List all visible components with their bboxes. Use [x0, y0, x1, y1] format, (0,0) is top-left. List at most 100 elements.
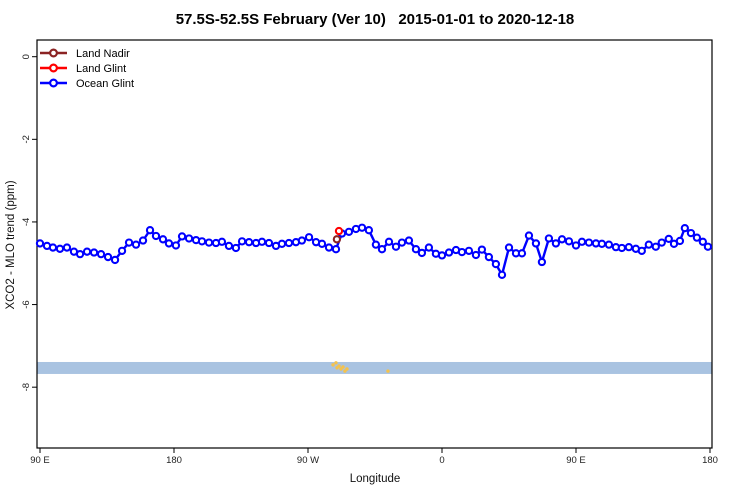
ocean-glint-point [75, 250, 85, 259]
ocean-glint-point [698, 237, 708, 246]
ocean-glint-point [48, 243, 58, 252]
ocean-glint-point [531, 239, 541, 248]
ocean-glint-point [686, 228, 696, 238]
ocean-glint-point [657, 238, 666, 247]
ocean-glint-point [680, 223, 689, 233]
ocean-glint-point [471, 250, 481, 260]
ocean-glint-point [397, 238, 407, 247]
ocean-glint-point [317, 239, 327, 248]
ocean-glint-point [411, 245, 421, 254]
ocean-glint-point [557, 235, 567, 244]
ocean-glint-point [331, 245, 341, 254]
x-tick-label: 90 E [30, 455, 50, 466]
orange-mark [331, 363, 335, 367]
x-tick-label: 90 W [297, 455, 319, 466]
ocean-glint-point [103, 252, 113, 262]
y-tick-label: -6 [21, 300, 32, 308]
ocean-glint-point [89, 248, 99, 257]
legend-marker-ocean-glint [48, 78, 58, 88]
ocean-glint-point [391, 242, 401, 251]
ocean-glint-point [304, 233, 314, 242]
ocean-glint-point [524, 231, 534, 240]
ocean-glint-point [131, 240, 141, 249]
ocean-glint-point [164, 239, 174, 248]
ocean-glint-point [571, 241, 581, 250]
y-tick-label: -4 [21, 218, 32, 226]
x-tick-label: 0 [439, 455, 444, 466]
ocean-glint-point [651, 242, 660, 251]
x-tick-label: 180 [702, 455, 718, 466]
orange-mark [341, 365, 345, 369]
ocean-glint-point [457, 247, 467, 257]
ocean-glint-point [297, 236, 307, 245]
ocean-glint-point [277, 239, 287, 248]
ocean-glint-point [491, 259, 501, 269]
orange-mark [345, 367, 349, 371]
legend-label-ocean-glint: Ocean Glint [76, 78, 134, 90]
ocean-glint-point [604, 240, 614, 249]
ocean-glint-point [384, 237, 394, 246]
legend-marker-land-nadir [48, 48, 58, 58]
ocean-glint-point [257, 237, 267, 246]
ocean-glint-point [184, 234, 194, 243]
ocean-glint-point [324, 243, 334, 252]
ocean-glint-point [377, 245, 387, 254]
y-axis-title: XCO2 - MLO trend (ppm) [5, 180, 17, 310]
ocean-glint-point [231, 243, 241, 253]
legend-label-land-nadir: Land Nadir [76, 48, 130, 60]
ocean-glint-point [484, 252, 494, 262]
orange-mark [337, 364, 341, 368]
ocean-glint-point [437, 251, 447, 260]
ocean-glint-point [703, 242, 713, 251]
ocean-glint-point [82, 247, 92, 256]
ocean-glint-point [617, 243, 627, 253]
ocean-glint-point [171, 241, 181, 250]
ocean-glint-line [39, 226, 709, 276]
ocean-glint-point [404, 236, 414, 245]
x-tick-label: 90 E [566, 455, 586, 466]
ocean-glint-point [110, 255, 120, 265]
ocean-glint-point [444, 248, 454, 257]
orange-mark [343, 369, 347, 373]
ocean-glint-point [544, 234, 554, 243]
trend-band [37, 361, 712, 374]
ocean-glint-point [145, 226, 155, 235]
ocean-glint-point [624, 242, 634, 252]
ocean-glint-point [35, 239, 45, 248]
chart-title: 57.5S-52.5S February (Ver 10) 2015-01-01… [175, 11, 575, 28]
ocean-glint-point [517, 249, 527, 258]
ocean-glint-point [564, 237, 574, 246]
y-tick-label: 0 [21, 54, 32, 59]
ocean-glint-point [364, 226, 374, 235]
ocean-glint-point [357, 223, 367, 232]
ocean-glint-point [124, 238, 134, 247]
ocean-glint-point [597, 239, 607, 248]
y-tick-label: -2 [21, 135, 32, 143]
ocean-glint-point [204, 238, 214, 247]
ocean-glint-point [197, 237, 207, 246]
ocean-glint-point [344, 227, 354, 237]
ocean-glint-point [284, 238, 294, 248]
ocean-glint-point [664, 234, 673, 244]
legend-marker-land-glint [48, 63, 58, 73]
ocean-glint-point [237, 237, 247, 246]
ocean-glint-point [464, 246, 474, 256]
ocean-glint-point [264, 238, 274, 248]
ocean-glint-point [62, 243, 72, 252]
ocean-glint-point [644, 240, 653, 249]
ocean-glint-point [537, 257, 547, 267]
ocean-glint-point [637, 246, 646, 256]
ocean-glint-point [217, 237, 227, 246]
orange-mark [334, 361, 338, 365]
x-axis-title: Longitude [349, 473, 401, 485]
ocean-glint-point [584, 238, 594, 247]
ocean-glint-point [244, 238, 254, 247]
y-tick-label: -8 [21, 383, 32, 391]
ocean-glint-point [177, 232, 187, 241]
ocean-glint-point [577, 237, 587, 246]
ocean-glint-point [692, 233, 702, 242]
ocean-glint-point [151, 231, 161, 241]
land-nadir-point [332, 235, 342, 244]
ocean-glint-point [55, 244, 65, 253]
